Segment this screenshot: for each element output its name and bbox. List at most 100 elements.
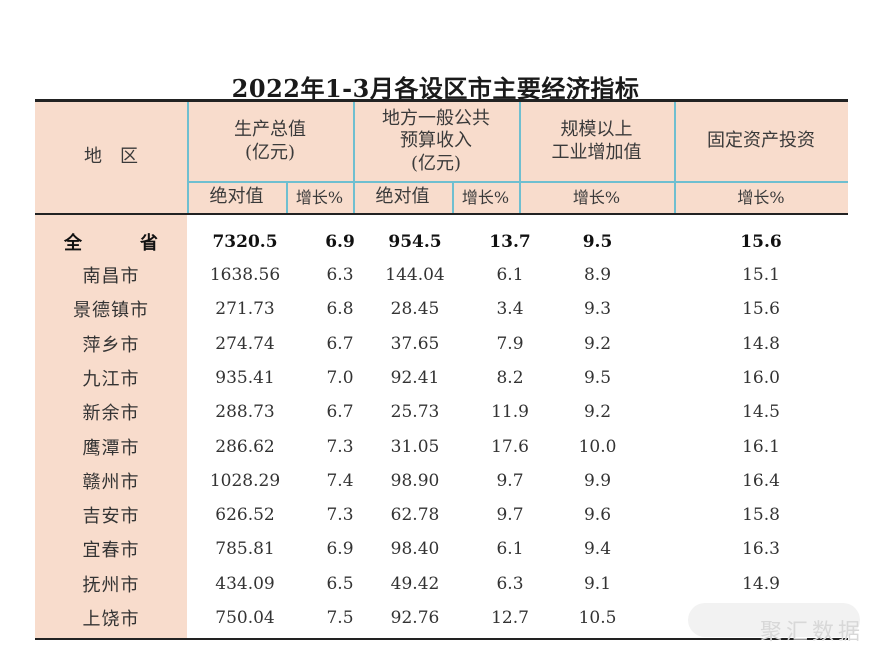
header-budget-absolute: 绝对值 [375, 186, 430, 208]
cell-ind-g: 9.2 [583, 402, 612, 422]
cell-gdp-g: 6.9 [326, 539, 354, 559]
cell-gdp-g: 7.4 [326, 471, 354, 491]
cell-bud-g: 9.7 [496, 505, 524, 525]
region-name: 上饶市 [82, 609, 140, 630]
cell-bud-g: 3.4 [496, 299, 524, 319]
bottom-rule [35, 638, 848, 640]
header-divider [187, 102, 189, 213]
header-gdp: 生产总值 (亿元) [234, 119, 306, 163]
table-row: 萍乡市 274.74 6.7 37.65 7.9 9.2 14.8 [35, 327, 848, 361]
header-budget: 地方一般公共 预算收入 (亿元) [382, 107, 490, 174]
header-gdp-absolute: 绝对值 [209, 186, 264, 208]
header-region: 地 区 [84, 146, 138, 168]
table-row: 九江市 935.41 7.0 92.41 8.2 9.5 16.0 [35, 361, 848, 395]
cell-gdp-abs: 7320.5 [212, 232, 278, 252]
header-investment: 固定资产投资 [707, 130, 815, 152]
cell-bud-abs: 98.40 [390, 539, 440, 559]
cell-bud-abs: 98.90 [390, 471, 440, 491]
region-column-background [35, 215, 187, 638]
region-name: 赣州市 [82, 472, 140, 493]
cell-bud-g: 12.7 [491, 608, 529, 628]
cell-ind-g: 9.9 [583, 471, 612, 491]
table-row: 鹰潭市 286.62 7.3 31.05 17.6 10.0 16.1 [35, 430, 848, 464]
header-gdp-growth: 增长% [295, 187, 344, 207]
region-name: 九江市 [82, 369, 140, 390]
watermark-text: 聚汇数据 [760, 620, 865, 645]
header-rule [35, 213, 848, 215]
cell-ind-g: 10.5 [578, 608, 617, 628]
cell-inv-g: 16.0 [742, 368, 780, 388]
header-divider [353, 102, 355, 213]
cell-ind-g: 8.9 [583, 265, 612, 285]
cell-gdp-g: 7.5 [326, 608, 354, 628]
cell-ind-g: 9.1 [583, 574, 612, 594]
cell-gdp-g: 6.8 [326, 299, 354, 319]
cell-bud-abs: 954.5 [388, 232, 442, 252]
cell-ind-g: 9.6 [583, 505, 612, 525]
cell-bud-g: 8.2 [496, 368, 524, 388]
table-row: 宜春市 785.81 6.9 98.40 6.1 9.4 16.3 [35, 532, 848, 566]
header-background [35, 102, 848, 213]
table-row: 吉安市 626.52 7.3 62.78 9.7 9.6 15.8 [35, 498, 848, 532]
table-title: 2022年1-3月各设区市主要经济指标 [231, 74, 640, 103]
cell-gdp-g: 6.5 [326, 574, 354, 594]
table-row-total: 全 省 7320.5 6.9 954.5 13.7 9.5 15.6 [35, 225, 848, 259]
cell-ind-g: 10.0 [578, 437, 617, 457]
cell-bud-g: 7.9 [496, 334, 524, 354]
cell-ind-g: 9.5 [582, 232, 613, 252]
cell-inv-g: 16.4 [742, 471, 780, 491]
cell-bud-abs: 25.73 [390, 402, 440, 422]
cell-bud-g: 11.9 [491, 402, 529, 422]
region-name: 鹰潭市 [82, 438, 140, 459]
cell-ind-g: 9.4 [583, 539, 612, 559]
cell-gdp-g: 7.0 [326, 368, 354, 388]
cell-bud-g: 13.7 [489, 232, 531, 252]
cell-bud-g: 17.6 [491, 437, 529, 457]
region-name: 萍乡市 [82, 335, 140, 356]
cell-gdp-abs: 935.41 [215, 368, 275, 388]
header-investment-growth: 增长% [737, 187, 785, 207]
top-rule [35, 99, 848, 102]
cell-gdp-abs: 1028.29 [209, 471, 281, 491]
cell-bud-abs: 37.65 [390, 334, 440, 354]
region-name: 抚州市 [82, 575, 140, 596]
header-divider [519, 102, 521, 213]
cell-inv-g: 15.8 [742, 505, 780, 525]
cell-bud-g: 6.3 [496, 574, 524, 594]
region-name: 吉安市 [82, 506, 140, 527]
table-row: 新余市 288.73 6.7 25.73 11.9 9.2 14.5 [35, 395, 848, 429]
cell-bud-abs: 144.04 [385, 265, 445, 285]
cell-ind-g: 9.5 [583, 368, 612, 388]
cell-bud-abs: 49.42 [390, 574, 440, 594]
cell-gdp-abs: 750.04 [215, 608, 275, 628]
cell-inv-g: 14.9 [742, 574, 780, 594]
cell-bud-abs: 28.45 [390, 299, 440, 319]
header-divider [452, 181, 454, 213]
cell-inv-g: 15.1 [742, 265, 780, 285]
cell-gdp-abs: 1638.56 [209, 265, 281, 285]
table-row: 景德镇市 271.73 6.8 28.45 3.4 9.3 15.6 [35, 292, 848, 326]
cell-bud-abs: 92.76 [390, 608, 440, 628]
region-name: 全 省 [64, 233, 178, 254]
cell-gdp-g: 7.3 [326, 505, 354, 525]
header-industry-growth: 增长% [572, 187, 621, 207]
table-row: 抚州市 434.09 6.5 49.42 6.3 9.1 14.9 [35, 567, 848, 601]
cell-bud-g: 6.1 [496, 265, 524, 285]
cell-bud-g: 6.1 [496, 539, 524, 559]
watermark-pill [688, 603, 860, 637]
cell-bud-abs: 31.05 [390, 437, 440, 457]
cell-inv-g: 15.6 [740, 232, 782, 252]
cell-gdp-abs: 288.73 [215, 402, 275, 422]
cell-bud-g: 9.7 [496, 471, 524, 491]
cell-gdp-g: 6.7 [326, 402, 354, 422]
region-name: 景德镇市 [73, 300, 149, 321]
cell-bud-abs: 62.78 [390, 505, 440, 525]
cell-bud-abs: 92.41 [390, 368, 440, 388]
cell-inv-g: 14.8 [742, 334, 780, 354]
cell-gdp-abs: 434.09 [215, 574, 275, 594]
cell-inv-g: 14.5 [742, 402, 780, 422]
cell-gdp-abs: 271.73 [215, 299, 275, 319]
header-industry: 规模以上 工业增加值 [551, 119, 642, 163]
table-row: 南昌市 1638.56 6.3 144.04 6.1 8.9 15.1 [35, 258, 848, 292]
cell-ind-g: 9.3 [583, 299, 612, 319]
